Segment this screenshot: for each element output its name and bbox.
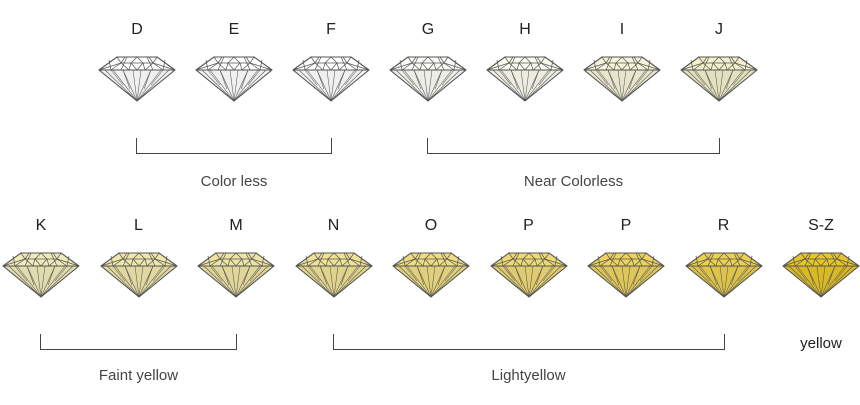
group-bracket — [427, 138, 720, 154]
group-bracket — [136, 138, 332, 154]
diamond-icon — [679, 55, 759, 103]
grade-label-h: H — [519, 21, 531, 38]
diamond-icon — [586, 251, 666, 299]
group-label-yellow: yellow — [800, 335, 842, 352]
grade-label-s-z: S-Z — [808, 217, 834, 234]
grade-label-m: M — [229, 217, 243, 234]
diamond-icon — [485, 55, 565, 103]
grade-label-d: D — [131, 21, 143, 38]
grade-label-f: F — [326, 21, 336, 38]
diamond-icon — [391, 251, 471, 299]
grade-label-n: N — [327, 217, 340, 234]
group-label: Color less — [200, 173, 268, 190]
grade-label-k: K — [35, 217, 47, 234]
diamond-icon — [684, 251, 764, 299]
diamond-icon — [97, 55, 177, 103]
diamond-icon — [1, 251, 81, 299]
group-bracket — [40, 334, 237, 350]
diamond-icon — [781, 251, 860, 299]
group-label: Near Colorless — [523, 173, 624, 190]
grade-label-j: J — [715, 21, 723, 38]
grade-label-e: E — [228, 21, 240, 38]
group-bracket — [332, 334, 725, 350]
grade-label-l: L — [134, 217, 143, 234]
group-label: Lightyellow — [491, 367, 566, 384]
grade-label-i: I — [619, 21, 625, 38]
diamond-icon — [99, 251, 179, 299]
diamond-icon — [196, 251, 276, 299]
grade-label-p: P — [523, 217, 534, 234]
diamond-icon — [291, 55, 371, 103]
grade-label-o: O — [424, 217, 438, 234]
grade-label-p: P — [620, 217, 632, 234]
diamond-icon — [582, 55, 662, 103]
diamond-icon — [489, 251, 569, 299]
grade-label-g: G — [421, 21, 435, 38]
group-label: Faint yellow — [98, 367, 179, 384]
grade-label-r: R — [717, 217, 730, 234]
diamond-icon — [194, 55, 274, 103]
diamond-icon — [388, 55, 468, 103]
diamond-icon — [294, 251, 374, 299]
